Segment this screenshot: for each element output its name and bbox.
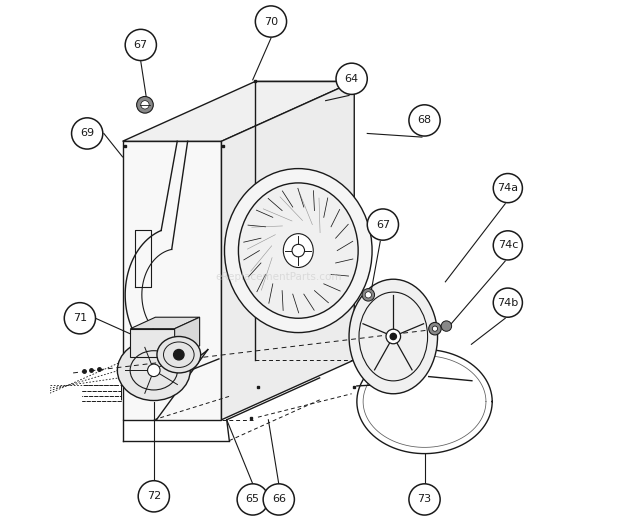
Text: 66: 66 bbox=[272, 494, 286, 504]
Ellipse shape bbox=[117, 340, 190, 400]
Text: 67: 67 bbox=[134, 40, 148, 50]
Text: 72: 72 bbox=[147, 491, 161, 501]
Circle shape bbox=[494, 231, 523, 260]
Text: 65: 65 bbox=[246, 494, 260, 504]
Circle shape bbox=[148, 364, 160, 376]
Text: 69: 69 bbox=[80, 128, 94, 138]
Polygon shape bbox=[221, 81, 354, 420]
Circle shape bbox=[64, 303, 95, 334]
Polygon shape bbox=[123, 141, 221, 420]
Text: 71: 71 bbox=[73, 313, 87, 323]
Ellipse shape bbox=[157, 337, 201, 373]
Circle shape bbox=[174, 350, 184, 360]
Circle shape bbox=[365, 292, 371, 298]
Text: 67: 67 bbox=[376, 220, 390, 230]
Text: 74a: 74a bbox=[497, 183, 518, 193]
Circle shape bbox=[263, 484, 294, 515]
Circle shape bbox=[409, 484, 440, 515]
Text: 70: 70 bbox=[264, 17, 278, 27]
Circle shape bbox=[237, 484, 268, 515]
Circle shape bbox=[494, 288, 523, 317]
Circle shape bbox=[138, 481, 169, 512]
Ellipse shape bbox=[239, 183, 358, 318]
Circle shape bbox=[367, 209, 399, 240]
Circle shape bbox=[390, 334, 396, 340]
Polygon shape bbox=[123, 81, 354, 141]
Circle shape bbox=[71, 118, 103, 149]
Circle shape bbox=[386, 329, 401, 344]
Text: 73: 73 bbox=[417, 494, 432, 504]
Ellipse shape bbox=[349, 279, 438, 394]
Circle shape bbox=[136, 97, 153, 113]
Circle shape bbox=[432, 326, 438, 331]
Text: 68: 68 bbox=[417, 115, 432, 125]
Circle shape bbox=[255, 6, 286, 37]
Circle shape bbox=[441, 321, 451, 331]
Circle shape bbox=[141, 101, 149, 109]
Text: eReplacementParts.com: eReplacementParts.com bbox=[216, 271, 342, 281]
Circle shape bbox=[494, 173, 523, 203]
Text: 64: 64 bbox=[345, 74, 359, 84]
Circle shape bbox=[362, 289, 374, 301]
Circle shape bbox=[336, 63, 367, 94]
Circle shape bbox=[409, 105, 440, 136]
Ellipse shape bbox=[283, 234, 313, 267]
Ellipse shape bbox=[224, 169, 372, 333]
Polygon shape bbox=[130, 317, 200, 329]
Circle shape bbox=[428, 323, 441, 335]
Text: 74b: 74b bbox=[497, 298, 518, 307]
Circle shape bbox=[292, 244, 304, 257]
Text: 74c: 74c bbox=[498, 241, 518, 251]
Polygon shape bbox=[175, 317, 200, 358]
Polygon shape bbox=[130, 329, 175, 358]
Circle shape bbox=[125, 29, 156, 61]
